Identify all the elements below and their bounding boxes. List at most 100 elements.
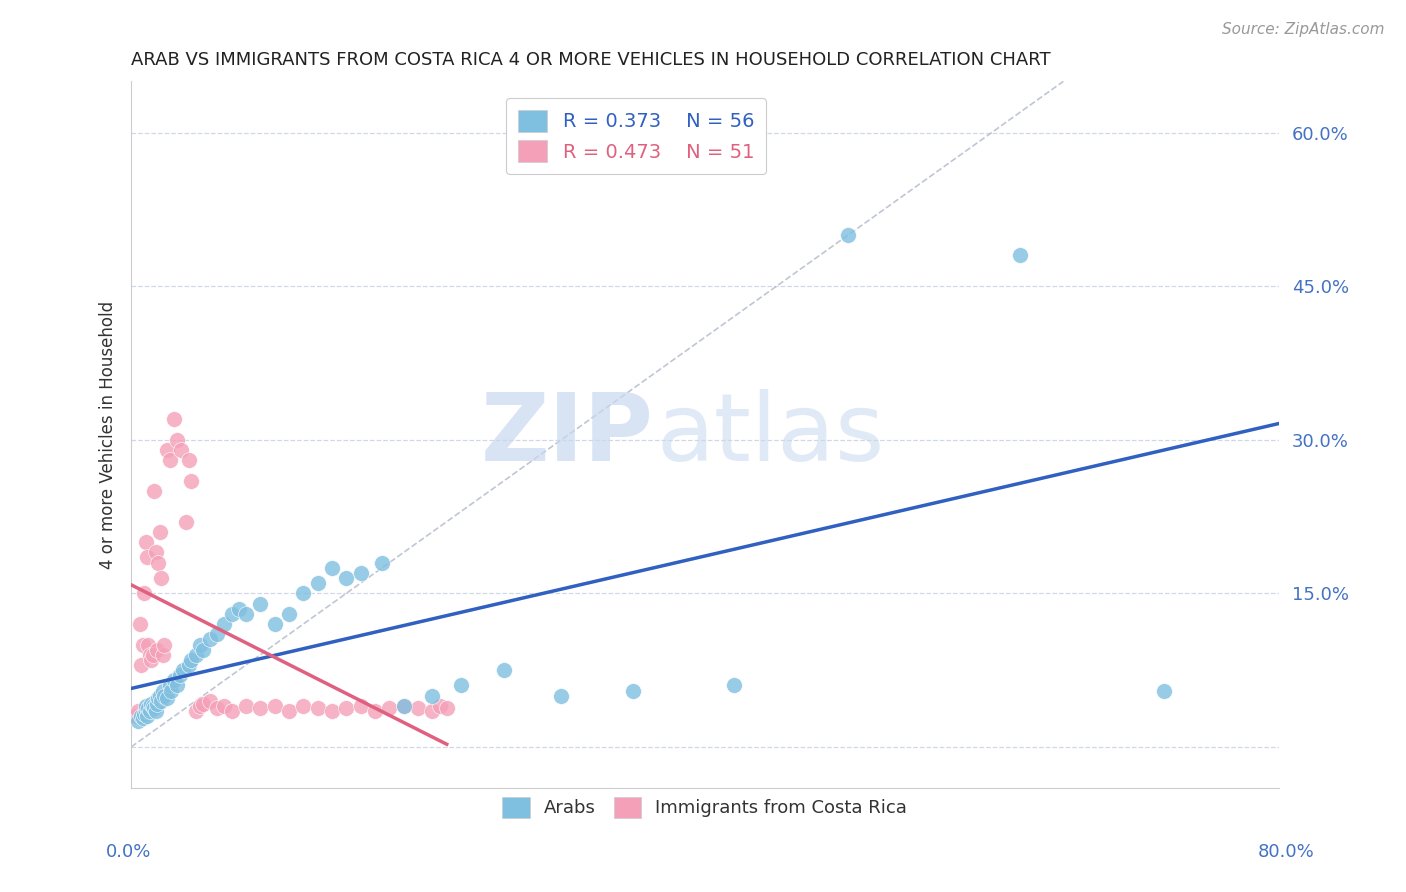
Point <box>188 638 211 652</box>
Point <box>143 701 166 715</box>
Point <box>378 701 401 715</box>
Point <box>422 689 444 703</box>
Point <box>149 524 172 539</box>
Point <box>153 638 176 652</box>
Text: atlas: atlas <box>657 389 884 481</box>
Point <box>406 701 429 715</box>
Point <box>292 698 315 713</box>
Legend: Arabs, Immigrants from Costa Rica: Arabs, Immigrants from Costa Rica <box>495 789 914 825</box>
Point <box>160 683 183 698</box>
Point <box>177 453 200 467</box>
Point <box>263 617 285 632</box>
Point <box>163 673 186 688</box>
Point <box>191 697 214 711</box>
Point <box>145 704 167 718</box>
Point <box>142 698 165 713</box>
Point <box>150 694 173 708</box>
Point <box>139 704 162 718</box>
Point <box>152 683 174 698</box>
Point <box>550 689 572 703</box>
Point <box>228 601 250 615</box>
Point <box>169 668 191 682</box>
Point <box>214 617 236 632</box>
Point <box>723 678 745 692</box>
Point <box>278 704 301 718</box>
Y-axis label: 4 or more Vehicles in Household: 4 or more Vehicles in Household <box>100 301 117 569</box>
Point <box>221 704 243 718</box>
Point <box>146 697 169 711</box>
Point <box>450 678 472 692</box>
Point <box>138 701 160 715</box>
Point <box>371 556 394 570</box>
Point <box>307 576 329 591</box>
Point <box>129 658 152 673</box>
Point <box>335 571 357 585</box>
Point <box>278 607 301 621</box>
Point <box>152 648 174 662</box>
Point <box>139 648 162 662</box>
Point <box>146 642 169 657</box>
Point <box>141 697 163 711</box>
Point <box>132 638 155 652</box>
Text: 80.0%: 80.0% <box>1258 843 1315 861</box>
Point <box>141 653 163 667</box>
Point <box>156 442 179 457</box>
Point <box>127 704 149 718</box>
Point <box>1153 683 1175 698</box>
Point <box>392 698 415 713</box>
Point <box>621 683 644 698</box>
Point <box>350 698 373 713</box>
Text: Source: ZipAtlas.com: Source: ZipAtlas.com <box>1222 22 1385 37</box>
Point <box>145 545 167 559</box>
Point <box>1010 248 1032 262</box>
Point <box>150 571 173 585</box>
Point <box>148 556 170 570</box>
Point <box>184 648 207 662</box>
Point <box>436 701 458 715</box>
Point <box>207 627 229 641</box>
Point <box>321 704 343 718</box>
Point <box>177 658 200 673</box>
Point <box>156 690 179 705</box>
Point <box>134 586 156 600</box>
Point <box>159 453 181 467</box>
Point <box>128 617 150 632</box>
Point <box>191 642 214 657</box>
Point <box>364 704 387 718</box>
Point <box>135 698 157 713</box>
Point <box>235 607 257 621</box>
Point <box>321 560 343 574</box>
Point <box>132 711 155 725</box>
Point <box>136 709 159 723</box>
Point <box>142 648 165 662</box>
Point <box>235 698 257 713</box>
Text: ARAB VS IMMIGRANTS FROM COSTA RICA 4 OR MORE VEHICLES IN HOUSEHOLD CORRELATION C: ARAB VS IMMIGRANTS FROM COSTA RICA 4 OR … <box>131 51 1050 69</box>
Point <box>837 227 859 242</box>
Point <box>335 701 357 715</box>
Point <box>249 701 271 715</box>
Point <box>392 698 415 713</box>
Point <box>148 690 170 705</box>
Point <box>134 707 156 722</box>
Point <box>124 709 146 723</box>
Point <box>188 698 211 713</box>
Point <box>163 412 186 426</box>
Point <box>149 689 172 703</box>
Point <box>135 704 157 718</box>
Point <box>159 678 181 692</box>
Point <box>136 550 159 565</box>
Point <box>221 607 243 621</box>
Point <box>129 709 152 723</box>
Point <box>143 483 166 498</box>
Point <box>263 698 285 713</box>
Point <box>198 694 221 708</box>
Point <box>198 632 221 647</box>
Point <box>180 653 202 667</box>
Point <box>429 698 451 713</box>
Point <box>292 586 315 600</box>
Point <box>166 433 188 447</box>
Point <box>127 714 149 729</box>
Point <box>494 663 516 677</box>
Point <box>153 689 176 703</box>
Text: 0.0%: 0.0% <box>105 843 150 861</box>
